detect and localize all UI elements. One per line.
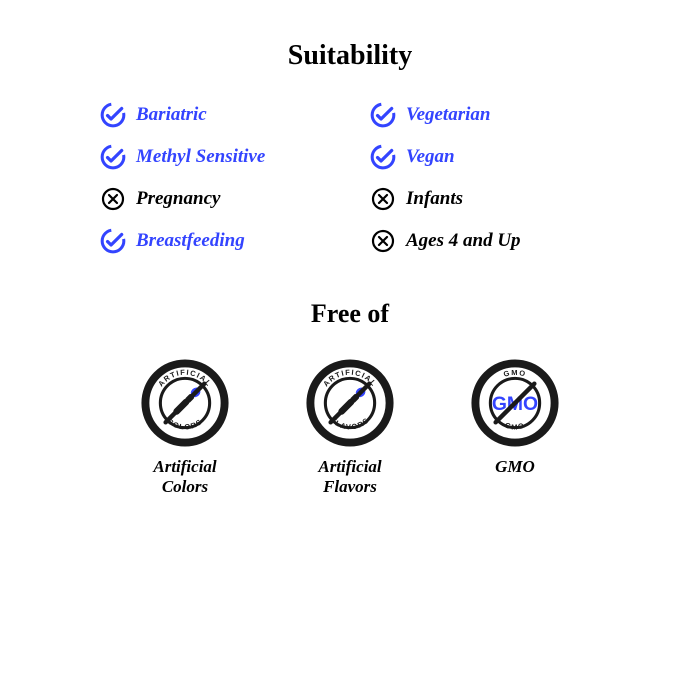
cross-icon [370, 186, 396, 212]
free-of-item: ARTIFICIAL FLAVORS Artificial Flavors [295, 359, 405, 498]
check-icon [100, 102, 126, 128]
no-gmo-badge-icon: GMO GMO GMO [471, 359, 559, 447]
svg-text:COLORS: COLORS [166, 417, 205, 432]
cross-icon [370, 228, 396, 254]
suitability-item: Breastfeeding [100, 228, 330, 254]
suitability-item: Vegetarian [370, 102, 600, 128]
suitability-label: Vegetarian [406, 104, 490, 126]
no-artificial-badge-icon: ARTIFICIAL COLORS [141, 359, 229, 447]
free-of-label: GMO [495, 457, 535, 477]
free-of-item: GMO GMO GMO GMO [460, 359, 570, 498]
suitability-item: Infants [370, 186, 600, 212]
check-icon [100, 144, 126, 170]
suitability-label: Ages 4 and Up [406, 230, 521, 252]
svg-text:GMO: GMO [504, 421, 526, 432]
free-of-item: ARTIFICIAL COLORS Artificial Colors [130, 359, 240, 498]
suitability-heading: Suitability [80, 40, 620, 72]
no-artificial-badge-icon: ARTIFICIAL FLAVORS [306, 359, 394, 447]
suitability-label: Infants [406, 188, 463, 210]
free-of-list: ARTIFICIAL COLORS Artificial Colors ARTI… [80, 359, 620, 498]
free-of-heading: Free of [80, 299, 620, 329]
suitability-label: Bariatric [136, 104, 207, 126]
svg-text:FLAVORS: FLAVORS [329, 415, 371, 431]
check-icon [370, 144, 396, 170]
suitability-item: Ages 4 and Up [370, 228, 600, 254]
suitability-label: Pregnancy [136, 188, 220, 210]
check-icon [370, 102, 396, 128]
suitability-item: Pregnancy [100, 186, 330, 212]
cross-icon [100, 186, 126, 212]
suitability-label: Methyl Sensitive [136, 146, 265, 168]
free-of-label: Artificial Flavors [295, 457, 405, 498]
free-of-label: Artificial Colors [130, 457, 240, 498]
suitability-item: Methyl Sensitive [100, 144, 330, 170]
check-icon [100, 228, 126, 254]
suitability-list: Bariatric Vegetarian Methyl Sensitive Ve… [80, 102, 620, 254]
suitability-item: Vegan [370, 144, 600, 170]
suitability-label: Breastfeeding [136, 230, 245, 252]
suitability-item: Bariatric [100, 102, 330, 128]
suitability-label: Vegan [406, 146, 455, 168]
